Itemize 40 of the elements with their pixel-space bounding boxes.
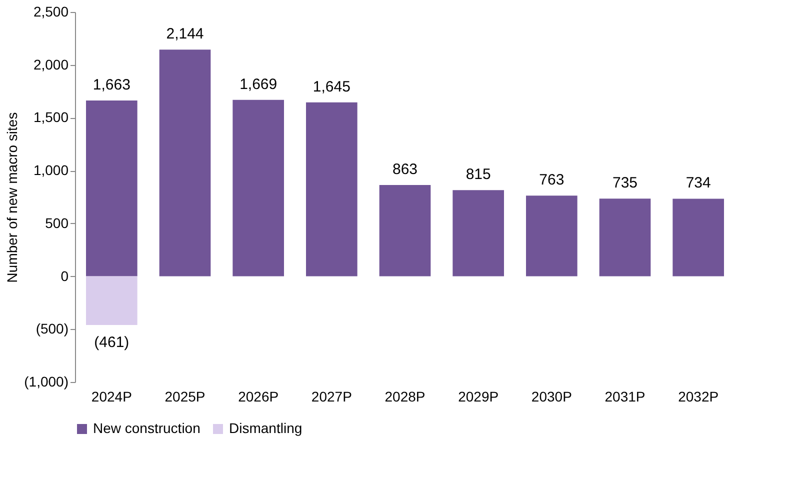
y-tick-label: 0 bbox=[60, 268, 69, 284]
x-tick-label: 2027P bbox=[311, 388, 352, 404]
x-tick-label: 2031P bbox=[604, 388, 646, 404]
y-tick-label: 2,500 bbox=[33, 4, 69, 20]
data-label: 1,645 bbox=[312, 78, 350, 96]
legend-label: New construction bbox=[93, 420, 200, 436]
data-label: 763 bbox=[539, 172, 564, 189]
y-tick-label: 1,500 bbox=[33, 109, 69, 126]
legend-label: Dismantling bbox=[229, 420, 302, 436]
data-label: (461) bbox=[94, 334, 130, 352]
bar bbox=[526, 196, 578, 276]
x-tick-label: 2024P bbox=[91, 388, 132, 404]
y-tick-label: 500 bbox=[45, 214, 69, 231]
bar bbox=[452, 190, 504, 276]
y-tick-label: (1,000) bbox=[24, 374, 68, 390]
x-tick-label: 2030P bbox=[531, 388, 572, 404]
y-tick-label: 1,000 bbox=[33, 162, 69, 178]
data-label: 815 bbox=[466, 166, 491, 184]
data-label: 863 bbox=[392, 161, 418, 178]
x-tick-label: 2029P bbox=[458, 388, 499, 404]
bar bbox=[232, 100, 284, 276]
data-label: 2,144 bbox=[166, 26, 204, 43]
data-label: 734 bbox=[686, 174, 711, 192]
y-tick-label: (500) bbox=[36, 320, 68, 337]
bar bbox=[86, 100, 138, 276]
bar bbox=[306, 102, 358, 276]
bar bbox=[599, 198, 651, 276]
x-tick-label: 2032P bbox=[678, 388, 719, 404]
data-label: 735 bbox=[612, 174, 638, 192]
y-axis-title: Number of new macro sites bbox=[4, 112, 20, 283]
data-label: 1,669 bbox=[240, 76, 278, 93]
x-tick-label: 2028P bbox=[384, 388, 426, 404]
bar bbox=[86, 276, 138, 326]
x-tick-label: 2025P bbox=[164, 388, 206, 404]
y-tick-label: 2,000 bbox=[33, 56, 69, 72]
x-tick-label: 2026P bbox=[238, 388, 279, 404]
data-label: 1,663 bbox=[92, 76, 130, 94]
bar bbox=[672, 198, 724, 276]
bar bbox=[159, 50, 211, 276]
bar bbox=[379, 185, 431, 276]
